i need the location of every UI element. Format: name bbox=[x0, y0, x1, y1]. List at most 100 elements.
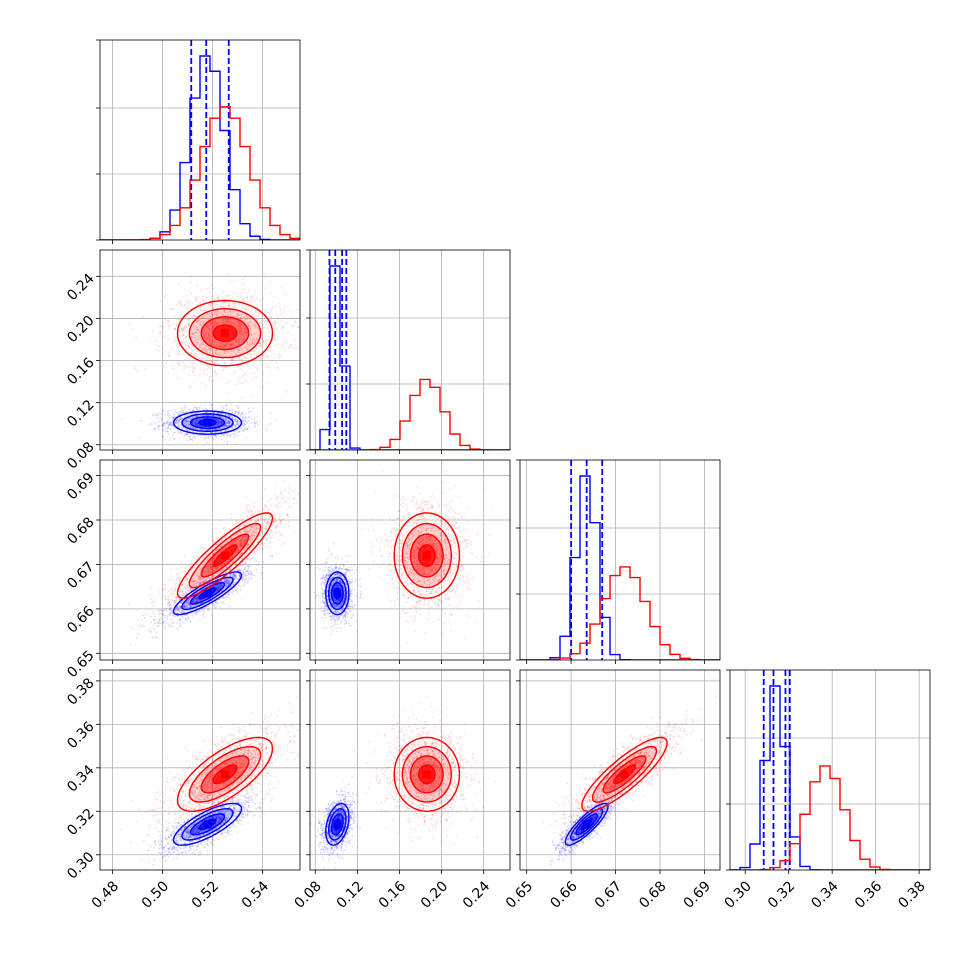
sample-point bbox=[187, 322, 189, 325]
sample-point bbox=[194, 316, 197, 319]
sample-point bbox=[153, 628, 156, 630]
sample-point bbox=[217, 322, 220, 325]
sample-point bbox=[171, 417, 174, 419]
sample-point bbox=[225, 424, 228, 427]
sample-point bbox=[230, 427, 233, 430]
sample-point bbox=[222, 319, 225, 322]
sample-point bbox=[138, 437, 141, 439]
sample-point bbox=[271, 554, 274, 557]
sample-point bbox=[245, 345, 247, 348]
sample-point bbox=[253, 417, 256, 419]
sample-point bbox=[259, 341, 261, 343]
sample-point bbox=[207, 436, 210, 438]
sample-point bbox=[166, 420, 169, 423]
sample-point bbox=[224, 430, 227, 433]
sample-point bbox=[193, 354, 196, 357]
sample-point bbox=[220, 420, 223, 423]
sample-point bbox=[228, 305, 231, 308]
sample-point bbox=[179, 378, 182, 380]
sample-point bbox=[259, 358, 262, 361]
sample-point bbox=[283, 489, 286, 492]
sample-point bbox=[250, 557, 252, 560]
sample-point bbox=[169, 579, 172, 582]
sample-point bbox=[277, 316, 279, 318]
sample-point bbox=[214, 431, 217, 434]
sample-point bbox=[273, 344, 276, 347]
sample-point bbox=[249, 577, 252, 580]
sample-point bbox=[237, 421, 239, 424]
sample-point bbox=[297, 326, 300, 329]
sample-point bbox=[220, 421, 223, 423]
sample-point bbox=[217, 434, 220, 437]
sample-point bbox=[222, 417, 225, 420]
sample-point bbox=[170, 606, 172, 609]
sample-point bbox=[175, 621, 178, 624]
sample-point bbox=[241, 324, 244, 327]
sample-point bbox=[156, 417, 159, 419]
sample-point bbox=[253, 323, 256, 326]
sample-point bbox=[161, 418, 163, 421]
sample-point bbox=[246, 347, 248, 349]
sample-point bbox=[242, 419, 245, 422]
sample-point bbox=[219, 415, 222, 418]
sample-point bbox=[207, 333, 210, 335]
sample-point bbox=[154, 622, 157, 625]
sample-point bbox=[273, 322, 275, 325]
sample-point bbox=[278, 357, 281, 359]
sample-point bbox=[162, 429, 165, 432]
sample-point bbox=[204, 434, 207, 437]
sample-point bbox=[189, 409, 192, 412]
sample-point bbox=[201, 432, 204, 434]
sample-point bbox=[210, 337, 213, 340]
sample-point bbox=[189, 361, 192, 364]
sample-point bbox=[223, 306, 226, 309]
sample-point bbox=[248, 410, 251, 413]
sample-point bbox=[169, 427, 172, 430]
sample-point bbox=[289, 488, 292, 491]
sample-point bbox=[219, 427, 222, 430]
sample-point bbox=[193, 352, 196, 354]
sample-point bbox=[283, 307, 286, 310]
sample-point bbox=[238, 337, 240, 339]
sample-point bbox=[185, 421, 187, 424]
sample-point bbox=[215, 344, 218, 347]
sample-point bbox=[157, 345, 160, 348]
sample-point bbox=[205, 359, 208, 362]
sample-point bbox=[224, 418, 227, 421]
sample-point bbox=[196, 424, 199, 427]
sample-point bbox=[293, 339, 296, 341]
sample-point bbox=[254, 421, 257, 424]
sample-point bbox=[225, 425, 228, 428]
sample-point bbox=[150, 621, 153, 624]
sample-point bbox=[226, 429, 229, 432]
sample-point bbox=[185, 419, 187, 422]
sample-point bbox=[239, 569, 242, 572]
sample-point bbox=[213, 425, 215, 428]
sample-point bbox=[204, 317, 207, 320]
sample-point bbox=[215, 427, 218, 430]
sample-point bbox=[250, 334, 253, 337]
sample-point bbox=[251, 378, 254, 381]
sample-point bbox=[217, 420, 220, 422]
sample-point bbox=[196, 284, 199, 286]
sample-point bbox=[275, 327, 278, 330]
sample-point bbox=[136, 369, 139, 372]
sample-point bbox=[295, 321, 298, 324]
sample-point bbox=[213, 418, 216, 420]
sample-point bbox=[181, 427, 184, 430]
sample-point bbox=[261, 326, 264, 328]
sample-point bbox=[220, 435, 222, 438]
sample-point bbox=[217, 422, 220, 425]
sample-point bbox=[239, 415, 242, 418]
sample-point bbox=[154, 414, 157, 417]
sample-point bbox=[169, 608, 171, 611]
sample-point bbox=[224, 350, 227, 352]
sample-point bbox=[205, 298, 208, 300]
sample-point bbox=[208, 338, 211, 340]
sample-point bbox=[225, 343, 228, 346]
sample-point bbox=[188, 423, 190, 426]
sample-point bbox=[177, 362, 180, 365]
sample-point bbox=[198, 301, 201, 304]
y-tick-label: 0.20 bbox=[64, 313, 97, 346]
sample-point bbox=[166, 617, 169, 620]
